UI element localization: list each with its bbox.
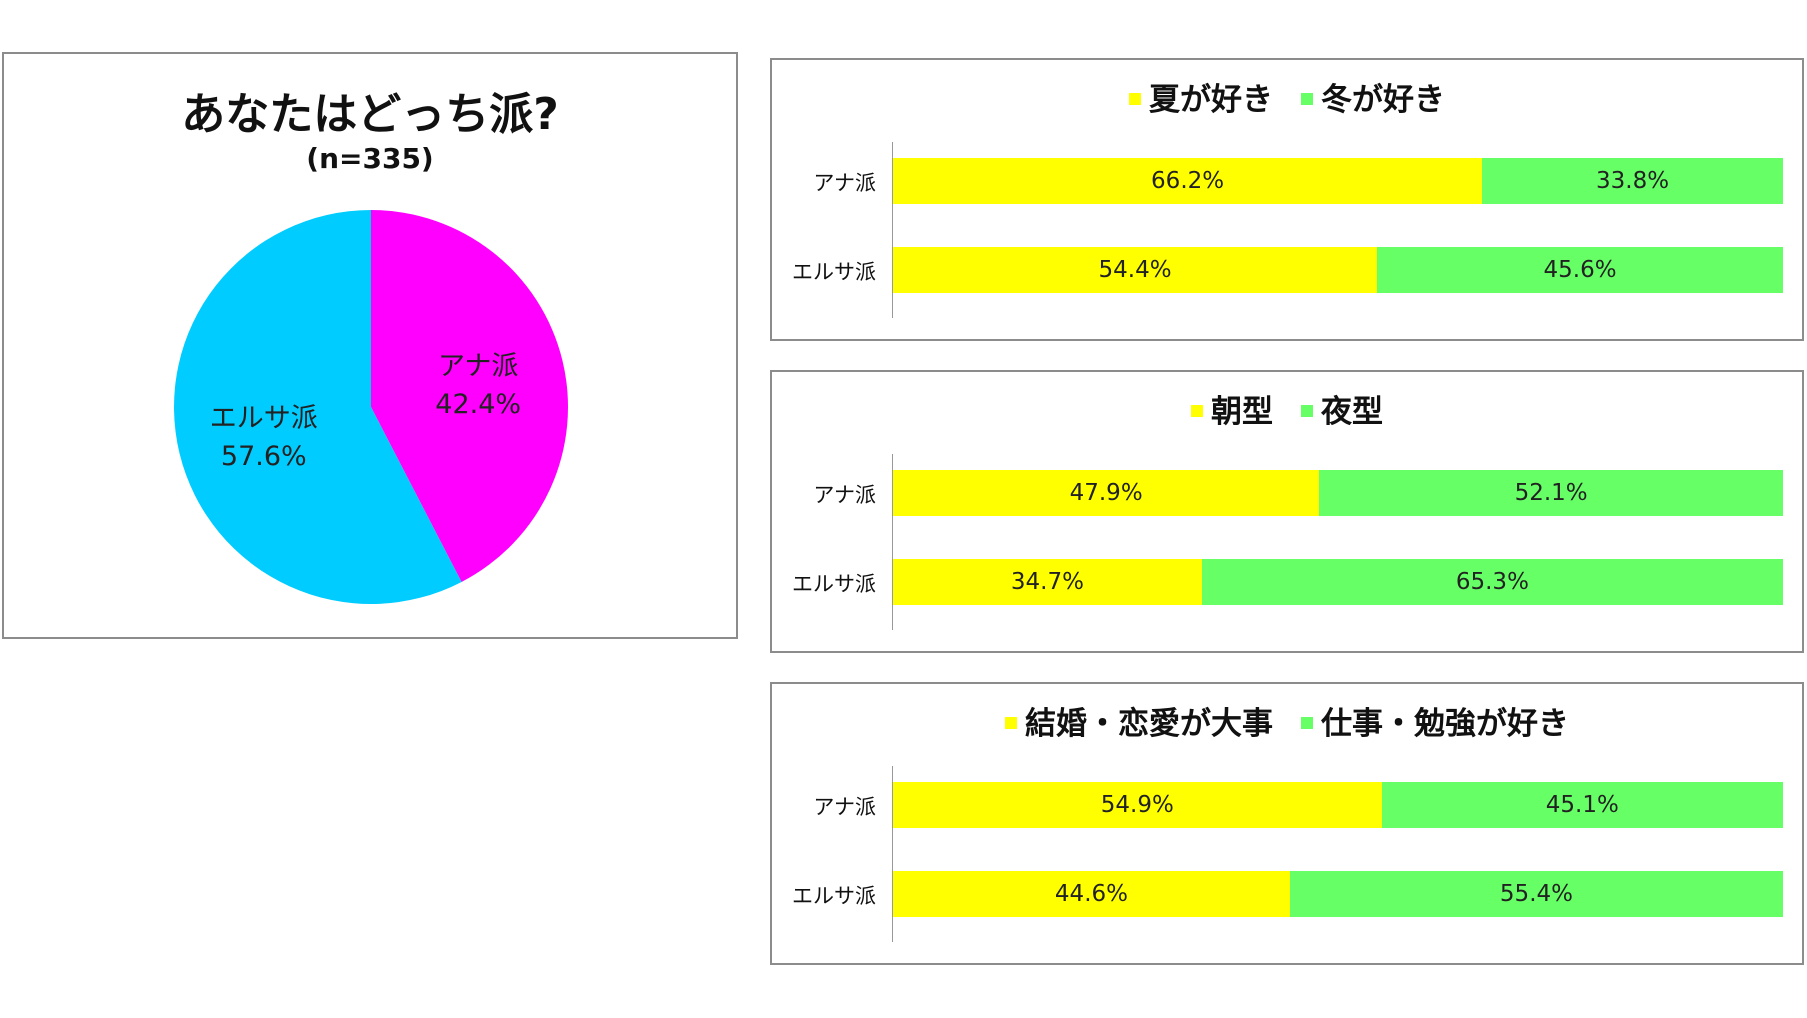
- category-label: エルサ派: [792, 884, 876, 908]
- bar-chart-legend: 朝型 夜型: [772, 386, 1802, 431]
- category-label: エルサ派: [792, 572, 876, 596]
- legend-label: 夜型: [1321, 394, 1383, 430]
- stacked-bar: 44.6% 55.4%: [893, 871, 1783, 917]
- bar-segment: 47.9%: [893, 470, 1320, 516]
- bar-segment: 45.1%: [1381, 782, 1783, 828]
- legend-label: 仕事・勉強が好き: [1321, 706, 1569, 742]
- category-label: アナ派: [813, 483, 876, 507]
- legend-label: 朝型: [1211, 394, 1273, 430]
- category-axis-line: [892, 766, 893, 942]
- legend-label: 結婚・恋愛が大事: [1025, 706, 1273, 742]
- legend-item: 夜型: [1301, 386, 1383, 431]
- legend-swatch: [1005, 716, 1017, 729]
- legend-item: 仕事・勉強が好き: [1301, 698, 1569, 743]
- bar-segment: 66.2%: [893, 158, 1483, 204]
- pie-slice-label: エルサ派: [210, 403, 318, 434]
- category-label: アナ派: [813, 171, 876, 195]
- pie-slice-value-label: 42.4%: [435, 389, 521, 420]
- legend-swatch: [1301, 92, 1313, 105]
- bar-segment: 65.3%: [1201, 559, 1783, 605]
- stacked-bar: 47.9% 52.1%: [893, 470, 1783, 516]
- pie-chart-title: あなたはどっち派?: [181, 89, 559, 140]
- pie-slice-label: アナ派: [438, 351, 518, 382]
- stacked-bar: 54.9% 45.1%: [893, 782, 1783, 828]
- legend-label: 冬が好き: [1321, 82, 1445, 118]
- stacked-bar: 34.7% 65.3%: [893, 559, 1783, 605]
- legend-item: 冬が好き: [1301, 74, 1445, 119]
- stacked-bar: 54.4% 45.6%: [893, 247, 1783, 293]
- pie-slice-0: [371, 210, 568, 582]
- pie-chart-subtitle: (n=335): [306, 142, 434, 175]
- bar-segment: 54.9%: [893, 782, 1382, 828]
- bar-segment: 34.7%: [893, 559, 1202, 605]
- legend-swatch: [1129, 92, 1141, 105]
- bar-chart-panel-morning-night: 朝型 夜型 アナ派 47.9% 52.1% エルサ派 34.7% 65.3%: [770, 370, 1804, 653]
- bar-chart-panel-summer-winter: 夏が好き 冬が好き アナ派 66.2% 33.8% エルサ派 54.4% 45.6%: [770, 58, 1804, 341]
- legend-swatch: [1301, 716, 1313, 729]
- bar-segment: 54.4%: [893, 247, 1378, 293]
- bar-segment: 45.6%: [1377, 247, 1783, 293]
- pie-slice-1: [174, 210, 462, 605]
- category-axis-line: [892, 142, 893, 318]
- bar-segment: 44.6%: [893, 871, 1290, 917]
- bar-segment: 55.4%: [1289, 871, 1783, 917]
- pie-slice-value-label: 57.6%: [221, 441, 307, 472]
- bar-chart-panel-love-work: 結婚・恋愛が大事 仕事・勉強が好き アナ派 54.9% 45.1% エルサ派 44.6% 5…: [770, 682, 1804, 965]
- legend-label: 夏が好き: [1149, 82, 1273, 118]
- legend-item: 結婚・恋愛が大事: [1005, 698, 1273, 743]
- bar-segment: 52.1%: [1319, 470, 1783, 516]
- legend-swatch: [1191, 404, 1203, 417]
- pie-chart: アナ派 42.4% エルサ派 57.6%: [174, 210, 568, 605]
- category-axis-line: [892, 454, 893, 630]
- category-label: エルサ派: [792, 260, 876, 284]
- category-label: アナ派: [813, 795, 876, 819]
- bar-chart-legend: 夏が好き 冬が好き: [772, 74, 1802, 119]
- legend-item: 夏が好き: [1129, 74, 1273, 119]
- legend-swatch: [1301, 404, 1313, 417]
- pie-chart-panel: アナ派 42.4% エルサ派 57.6% あなたはどっち派? (n=335): [2, 52, 738, 639]
- bar-chart-legend: 結婚・恋愛が大事 仕事・勉強が好き: [772, 698, 1802, 743]
- legend-item: 朝型: [1191, 386, 1273, 431]
- bar-segment: 33.8%: [1482, 158, 1783, 204]
- stacked-bar: 66.2% 33.8%: [893, 158, 1783, 204]
